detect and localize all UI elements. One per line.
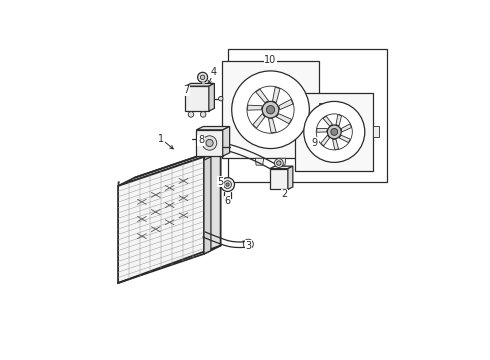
- Polygon shape: [317, 129, 327, 132]
- Polygon shape: [247, 105, 262, 110]
- Circle shape: [232, 71, 309, 149]
- Polygon shape: [204, 149, 221, 254]
- Polygon shape: [339, 135, 350, 143]
- Polygon shape: [272, 87, 280, 103]
- Text: 5: 5: [218, 177, 224, 187]
- Polygon shape: [276, 114, 292, 123]
- Text: 1: 1: [158, 134, 164, 144]
- Polygon shape: [336, 114, 342, 126]
- Polygon shape: [323, 116, 333, 126]
- Polygon shape: [270, 166, 293, 168]
- Polygon shape: [185, 86, 209, 111]
- Polygon shape: [222, 61, 319, 158]
- Text: 8: 8: [198, 135, 204, 145]
- Polygon shape: [209, 84, 215, 111]
- Circle shape: [219, 96, 223, 101]
- Circle shape: [304, 102, 365, 162]
- Polygon shape: [277, 158, 286, 165]
- Polygon shape: [288, 166, 293, 189]
- Circle shape: [244, 239, 253, 249]
- Polygon shape: [204, 157, 211, 254]
- Polygon shape: [223, 126, 230, 156]
- Text: 2: 2: [281, 189, 288, 199]
- Polygon shape: [253, 114, 265, 128]
- Text: 7: 7: [183, 85, 189, 95]
- Circle shape: [202, 136, 217, 150]
- Text: 10: 10: [265, 55, 277, 65]
- Text: 9: 9: [312, 138, 318, 148]
- Circle shape: [200, 112, 206, 117]
- Polygon shape: [319, 103, 326, 117]
- Polygon shape: [256, 89, 269, 103]
- Circle shape: [206, 139, 213, 147]
- Polygon shape: [118, 149, 220, 186]
- Text: 3: 3: [245, 240, 251, 251]
- Circle shape: [262, 102, 279, 118]
- Polygon shape: [270, 168, 288, 189]
- Polygon shape: [321, 135, 330, 146]
- Circle shape: [197, 72, 208, 82]
- Polygon shape: [185, 84, 215, 86]
- Circle shape: [267, 105, 275, 114]
- Circle shape: [223, 181, 231, 188]
- Polygon shape: [118, 157, 204, 283]
- Polygon shape: [118, 182, 120, 186]
- Polygon shape: [279, 99, 293, 110]
- Polygon shape: [373, 126, 379, 138]
- Circle shape: [220, 177, 235, 192]
- Polygon shape: [227, 49, 387, 182]
- Polygon shape: [295, 93, 373, 171]
- Polygon shape: [269, 119, 276, 133]
- Polygon shape: [333, 139, 339, 149]
- Circle shape: [188, 112, 194, 117]
- Circle shape: [327, 125, 341, 139]
- Text: 6: 6: [224, 196, 231, 206]
- Text: 4: 4: [211, 67, 217, 77]
- Circle shape: [226, 183, 229, 186]
- Circle shape: [277, 161, 281, 165]
- Circle shape: [200, 75, 205, 80]
- Circle shape: [274, 159, 283, 167]
- Polygon shape: [255, 158, 264, 165]
- Polygon shape: [341, 124, 351, 132]
- Circle shape: [316, 114, 352, 150]
- Circle shape: [247, 86, 294, 133]
- Polygon shape: [204, 154, 211, 157]
- Circle shape: [331, 129, 338, 135]
- Polygon shape: [196, 130, 223, 156]
- Polygon shape: [196, 126, 230, 130]
